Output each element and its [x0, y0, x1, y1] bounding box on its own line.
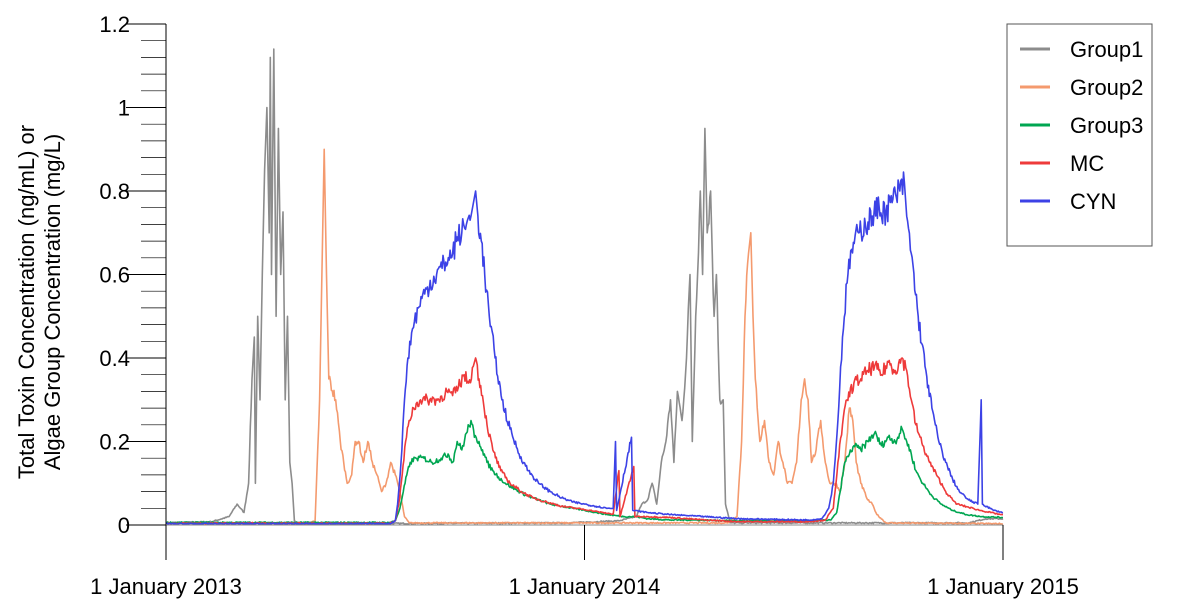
- series-line-group1: [165, 48, 1004, 526]
- legend: Group1 Group2 Group3 MC CYN: [1006, 23, 1153, 247]
- x-tick-label: 1 January 2013: [90, 574, 242, 599]
- legend-label-cyn: CYN: [1070, 189, 1116, 214]
- y-axis-ticks: 0 0.2 0.4 0.6 0.8 1 1.2: [99, 12, 166, 538]
- plot-area: [165, 48, 1004, 526]
- legend-label-group1: Group1: [1070, 37, 1143, 62]
- y-axis-title-line1: Total Toxin Concentration (ng/mL) or: [14, 125, 39, 479]
- y-tick-label: 1.2: [99, 12, 130, 37]
- y-axis-title-line2: Algae Group Concentration (mg/L): [40, 134, 65, 470]
- x-tick-label: 1 January 2015: [927, 574, 1079, 599]
- legend-box: [1006, 23, 1153, 247]
- y-tick-label: 0.8: [99, 179, 130, 204]
- y-tick-label: 1: [118, 96, 130, 121]
- y-tick-label: 0: [118, 513, 130, 538]
- y-tick-label: 0.2: [99, 430, 130, 455]
- y-tick-label: 0.6: [99, 263, 130, 288]
- legend-label-group2: Group2: [1070, 75, 1143, 100]
- y-tick-label: 0.4: [99, 346, 130, 371]
- x-axis-ticks: 1 January 2013 1 January 2014 1 January 20…: [90, 525, 1079, 599]
- legend-label-mc: MC: [1070, 151, 1104, 176]
- series-line-cyn: [165, 171, 1004, 526]
- legend-label-group3: Group3: [1070, 113, 1143, 138]
- x-tick-label: 1 January 2014: [509, 574, 661, 599]
